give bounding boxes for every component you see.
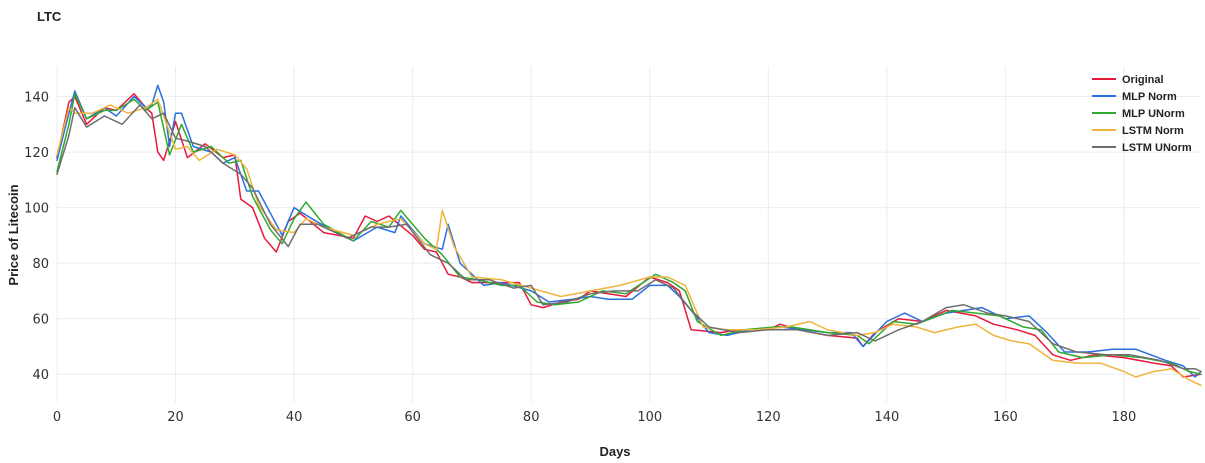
x-axis-title: Days [599, 444, 630, 459]
legend-label: LSTM UNorm [1122, 142, 1192, 154]
legend-label: Original [1122, 74, 1164, 86]
grid [56, 66, 1201, 402]
x-tick-label: 40 [286, 410, 303, 425]
legend-label: LSTM Norm [1122, 125, 1184, 137]
y-axis-ticks: 40 60 80 100 120 140 [24, 91, 49, 384]
x-tick-label: 120 [756, 410, 781, 425]
y-tick-label: 120 [24, 146, 49, 161]
x-tick-label: 160 [993, 410, 1018, 425]
x-tick-label: 0 [53, 410, 61, 425]
x-tick-label: 100 [637, 410, 662, 425]
series-line-lstm-unorm [56, 104, 1202, 373]
legend-label: MLP UNorm [1122, 108, 1185, 120]
x-tick-label: 80 [523, 410, 540, 425]
legend-label: MLP Norm [1122, 91, 1177, 103]
x-tick-label: 60 [404, 410, 421, 425]
series-line-mlp-unorm [56, 93, 1202, 375]
series-line-lstm-norm [56, 98, 1202, 387]
x-tick-label: 180 [1112, 410, 1137, 425]
x-tick-label: 140 [874, 410, 899, 425]
series-lines [56, 84, 1202, 387]
x-tick-label: 20 [167, 410, 184, 425]
y-axis-title: Price of Litecoin [6, 184, 21, 285]
y-tick-label: 80 [32, 257, 49, 272]
y-tick-label: 100 [24, 202, 49, 217]
chart-title: LTC [37, 9, 62, 24]
y-tick-label: 60 [32, 313, 49, 328]
legend: Original MLP Norm MLP UNorm LSTM Norm LSTM U… [1092, 74, 1192, 154]
series-line-mlp-norm [56, 84, 1202, 378]
series-line-original [56, 93, 1202, 378]
y-tick-label: 140 [24, 91, 49, 106]
y-tick-label: 40 [32, 368, 49, 383]
x-axis-ticks: 0 20 40 60 80 100 120 140 160 180 [53, 410, 1136, 425]
